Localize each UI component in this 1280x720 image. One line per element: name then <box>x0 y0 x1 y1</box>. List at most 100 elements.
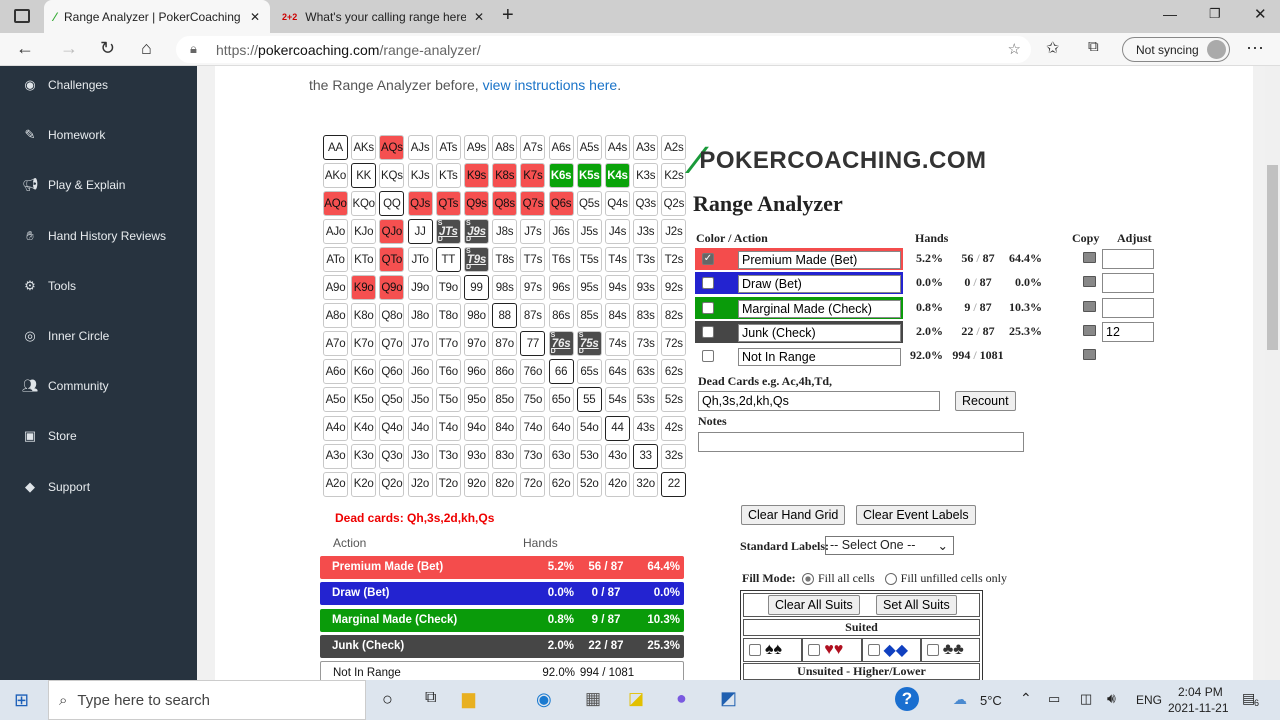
hand-cell[interactable]: 82o <box>492 471 518 497</box>
hand-cell[interactable]: 73o <box>520 443 546 469</box>
sidebar-item-store[interactable]: ▣ Store <box>23 428 77 444</box>
tab-actions-icon[interactable] <box>14 9 30 23</box>
hand-cell[interactable]: 62o <box>548 471 574 497</box>
hand-cell[interactable]: 74o <box>520 415 546 441</box>
home-icon[interactable]: ⌂ <box>141 38 152 58</box>
hand-cell[interactable]: A5o <box>323 387 348 413</box>
hand-cell[interactable]: 92s <box>661 275 687 301</box>
chart-app-icon[interactable]: ◩ <box>720 688 738 708</box>
hand-cell[interactable]: 97o <box>464 331 489 357</box>
hand-cell[interactable]: 96s <box>548 275 574 301</box>
hand-cell[interactable]: 65o <box>548 387 574 413</box>
hand-cell[interactable]: KQo <box>351 191 377 217</box>
hand-cell[interactable]: T2s <box>661 247 687 273</box>
hand-cell[interactable]: Q6o <box>379 359 405 385</box>
hand-cell[interactable]: Q9o <box>379 275 405 301</box>
sidebar-item-homework[interactable]: ✎ Homework <box>22 127 106 143</box>
hand-cell[interactable]: 42s <box>661 415 687 441</box>
standard-labels-select[interactable]: -- Select One -- ⌄ <box>825 536 954 555</box>
set-all-suits-button[interactable]: Set All Suits <box>876 595 957 615</box>
hand-cell[interactable]: Q4o <box>379 415 405 441</box>
hand-cell[interactable]: KTo <box>351 247 377 273</box>
hand-cell[interactable]: 73s <box>633 331 659 357</box>
action-checkbox[interactable] <box>702 301 714 314</box>
hand-cell[interactable]: AKo <box>323 163 348 189</box>
hand-cell[interactable]: ATs <box>435 135 461 160</box>
fill-unfilled-radio[interactable] <box>884 572 897 585</box>
hand-cell[interactable]: TT <box>435 247 461 273</box>
hand-cell[interactable]: 93o <box>464 443 489 469</box>
hand-cell[interactable]: J6o <box>407 359 433 385</box>
hand-cell[interactable]: 72s <box>661 331 687 357</box>
hand-cell[interactable]: J6s <box>548 219 574 245</box>
hand-cell[interactable]: J2s <box>661 219 687 245</box>
hand-cell[interactable]: J8s <box>492 219 518 245</box>
hand-cell[interactable]: 65s <box>576 359 602 385</box>
hand-cell[interactable]: S D 76s <box>548 331 574 357</box>
hand-cell[interactable]: T8o <box>435 303 461 329</box>
windows-start-icon[interactable]: ⊞ <box>14 690 30 710</box>
hand-cell[interactable]: Q9s <box>464 191 489 217</box>
clear-hand-grid-button[interactable]: Clear Hand Grid <box>741 505 846 525</box>
hand-cell[interactable]: 52s <box>661 387 687 413</box>
hand-cell[interactable]: QJo <box>379 219 405 245</box>
hand-cell[interactable]: S D J9s <box>464 219 489 245</box>
hand-cell[interactable]: 95s <box>576 275 602 301</box>
hand-cell[interactable]: Q7s <box>520 191 546 217</box>
suit-checkbox[interactable] <box>749 644 761 656</box>
hand-cell[interactable]: A4o <box>323 415 348 441</box>
hand-cell[interactable]: 74s <box>605 331 630 357</box>
language-indicator[interactable]: ENG <box>1136 693 1163 707</box>
action-label-input[interactable] <box>738 348 901 367</box>
action-checkbox[interactable] <box>702 350 714 363</box>
action-checkbox[interactable] <box>702 325 714 338</box>
hand-cell[interactable]: 63s <box>633 359 659 385</box>
hand-cell[interactable]: 85s <box>576 303 602 329</box>
hand-cell[interactable]: 88 <box>492 303 518 329</box>
hand-cell[interactable]: J8o <box>407 303 433 329</box>
suit-option[interactable]: ◆◆ <box>861 638 921 662</box>
tab-range-analyzer[interactable]: ⁄ Range Analyzer | PokerCoaching ✕ <box>44 0 270 33</box>
discord-icon[interactable]: ● <box>676 688 687 708</box>
battery-icon[interactable]: ▭ <box>1048 691 1061 706</box>
hand-cell[interactable]: Q6s <box>548 191 574 217</box>
hand-cell[interactable]: K5s <box>576 163 602 189</box>
hand-cell[interactable]: 22 <box>661 471 687 497</box>
hand-cell[interactable]: QJs <box>407 191 433 217</box>
hand-cell[interactable]: JTo <box>407 247 433 273</box>
hand-cell[interactable]: 53s <box>633 387 659 413</box>
hand-cell[interactable]: A7o <box>323 331 348 357</box>
hand-cell[interactable]: A2o <box>323 471 348 497</box>
hand-cell[interactable]: K3s <box>633 163 659 189</box>
hand-cell[interactable]: K4s <box>605 163 630 189</box>
hand-cell[interactable]: K3o <box>351 443 377 469</box>
maximize-button[interactable]: ❐ <box>1209 6 1221 21</box>
hand-cell[interactable]: A2s <box>661 135 687 160</box>
hand-cell[interactable]: Q8s <box>492 191 518 217</box>
fill-all-radio[interactable] <box>802 572 814 585</box>
hand-cell[interactable]: K8o <box>351 303 377 329</box>
hand-cell[interactable]: K5o <box>351 387 377 413</box>
hand-cell[interactable]: A9o <box>323 275 348 301</box>
adjust-input[interactable] <box>1102 297 1154 318</box>
hand-cell[interactable]: A3s <box>633 135 659 160</box>
hand-cell[interactable]: 54s <box>605 387 630 413</box>
hand-cell[interactable]: 72o <box>520 471 546 497</box>
clear-event-labels-button[interactable]: Clear Event Labels <box>856 505 976 525</box>
hand-cell[interactable]: 55 <box>576 387 602 413</box>
hand-cell[interactable]: 66 <box>548 359 574 385</box>
hand-cell[interactable]: 87s <box>520 303 546 329</box>
hand-cell[interactable]: Q8o <box>379 303 405 329</box>
hand-cell[interactable]: AJo <box>323 219 348 245</box>
hand-cell[interactable]: T5s <box>576 247 602 273</box>
hand-cell[interactable]: 96o <box>464 359 489 385</box>
hand-cell[interactable]: J4o <box>407 415 433 441</box>
close-tab-icon[interactable]: ✕ <box>249 9 260 24</box>
hand-cell[interactable]: A8o <box>323 303 348 329</box>
hand-cell[interactable]: S D 75s <box>576 331 602 357</box>
refresh-icon[interactable]: ↻ <box>100 38 116 58</box>
hand-cell[interactable]: A7s <box>520 135 546 160</box>
notifications-icon[interactable]: ▤ <box>1242 690 1256 706</box>
hand-cell[interactable]: K6s <box>548 163 574 189</box>
hand-cell[interactable]: S D T9s <box>464 247 489 273</box>
